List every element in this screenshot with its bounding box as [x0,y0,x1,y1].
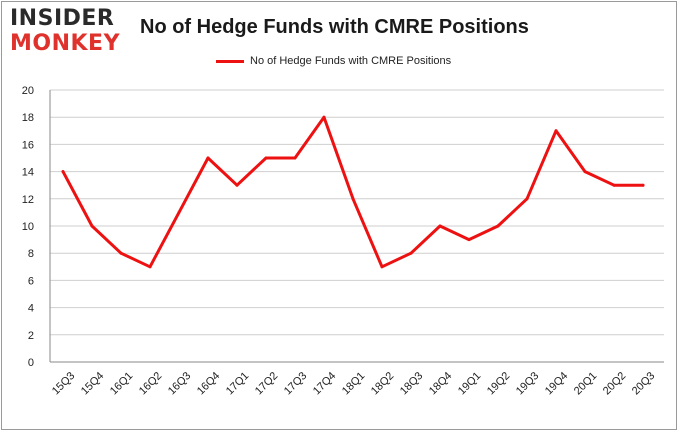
x-tick-group: 20Q2 [601,370,629,398]
x-tick-labels: 15Q3 15Q4 16Q1 16Q2 16Q3 16Q4 17Q1 17Q2 17Q3 17Q4… [50,370,658,398]
y-tick-label: 0 [28,357,34,369]
x-tick-label: 18Q1 [340,370,368,398]
series-layer [61,115,645,269]
x-tick-group: 19Q4 [543,370,571,398]
x-tick-label: 16Q1 [108,370,136,398]
axes [49,90,664,363]
data-point [61,170,65,174]
data-point [496,224,500,228]
data-point [467,238,471,242]
x-tick-group: 15Q3 [50,370,78,398]
x-tick-group: 16Q3 [166,370,194,398]
data-point [409,251,413,255]
x-tick-group: 19Q2 [485,370,513,398]
x-tick-group: 18Q1 [340,370,368,398]
x-tick-label: 20Q1 [572,370,600,398]
x-tick-group: 18Q2 [369,370,397,398]
chart-title: No of Hedge Funds with CMRE Positions [140,16,529,38]
x-tick-group: 19Q3 [514,370,542,398]
y-tick-label: 6 [28,275,34,287]
data-point [119,251,123,255]
data-point [264,156,268,160]
x-tick-group: 19Q1 [456,370,484,398]
data-point [612,183,616,187]
legend-label: No of Hedge Funds with CMRE Positions [250,55,452,67]
x-tick-group: 18Q3 [398,370,426,398]
x-tick-group: 20Q1 [572,370,600,398]
x-tick-label: 20Q3 [630,370,658,398]
x-tick-group: 16Q4 [195,370,223,398]
data-point [293,156,297,160]
x-tick-group: 20Q3 [630,370,658,398]
y-tick-label: 18 [22,112,34,124]
data-point [322,115,326,119]
x-tick-group: 18Q4 [427,370,455,398]
data-point [90,224,94,228]
x-tick-group: 17Q2 [253,370,281,398]
x-tick-label: 18Q4 [427,370,455,398]
x-tick-group: 15Q4 [79,370,107,398]
gridlines [50,89,664,336]
x-tick-label: 16Q4 [195,370,223,398]
insider-monkey-logo: INSIDER MONKEY [10,8,128,56]
data-point [438,224,442,228]
y-tick-label: 16 [22,139,34,151]
x-tick-group: 17Q3 [282,370,310,398]
x-tick-label: 16Q2 [137,370,165,398]
x-tick-group: 17Q4 [311,370,339,398]
x-tick-label: 18Q3 [398,370,426,398]
data-point [351,197,355,201]
x-tick-group: 17Q1 [224,370,252,398]
y-tick-label: 4 [28,303,34,315]
x-tick-label: 19Q2 [485,370,513,398]
chart-legend: No of Hedge Funds with CMRE Positions [216,55,451,67]
x-tick-label: 18Q2 [369,370,397,398]
y-tick-label: 2 [28,330,34,342]
legend-line-swatch [216,59,244,63]
x-tick-label: 17Q1 [224,370,252,398]
data-point [583,170,587,174]
data-point [525,197,529,201]
x-tick-group: 16Q2 [137,370,165,398]
y-tick-label: 10 [22,221,34,233]
logo-line-2: MONKEY [10,31,121,56]
x-tick-label: 20Q2 [601,370,629,398]
y-tick-label: 14 [22,167,34,179]
y-tick-labels: 0 2 4 6 8 10 12 14 16 18 20 [22,85,34,369]
logo-line-1: INSIDER [10,6,115,31]
data-point [235,183,239,187]
x-tick-label: 17Q4 [311,370,339,398]
data-point [380,265,384,269]
data-point [641,183,645,187]
x-tick-label: 17Q3 [282,370,310,398]
x-tick-group: 16Q1 [108,370,136,398]
x-tick-label: 19Q1 [456,370,484,398]
x-tick-label: 16Q3 [166,370,194,398]
data-point [206,156,210,160]
x-tick-label: 15Q4 [79,370,107,398]
data-point [177,210,181,214]
series-line [61,115,645,269]
y-tick-label: 12 [22,194,34,206]
x-tick-label: 19Q3 [514,370,542,398]
x-tick-label: 17Q2 [253,370,281,398]
y-tick-label: 20 [22,85,34,97]
y-tick-label: 8 [28,248,34,260]
x-tick-label: 15Q3 [50,370,78,398]
x-tick-label: 19Q4 [543,370,571,398]
data-point [554,129,558,133]
data-point [148,265,152,269]
